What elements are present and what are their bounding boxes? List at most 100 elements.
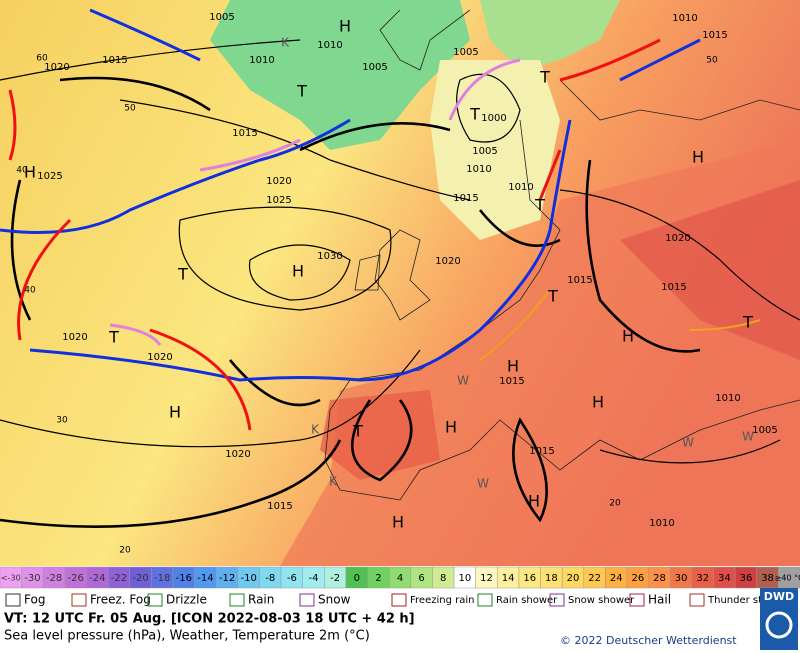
- isobar-label: 1010: [715, 393, 740, 404]
- pressure-system: H: [528, 492, 540, 511]
- temperature-label: 4: [397, 573, 403, 584]
- weather-icon: [549, 593, 565, 607]
- temperature-label: -10: [240, 573, 256, 584]
- temperature-label: 22: [588, 573, 601, 584]
- latitude-label: 40: [16, 166, 28, 176]
- temperature-label: 16: [523, 573, 536, 584]
- pressure-system: T: [539, 68, 550, 87]
- weather-icon: [5, 593, 21, 607]
- latitude-label: 50: [124, 104, 136, 114]
- pressure-system: K: [311, 423, 320, 437]
- temperature-label: -18: [154, 573, 170, 584]
- trough: [479, 289, 761, 361]
- temperature-label: -24: [89, 573, 105, 584]
- temperature-label: 26: [631, 573, 644, 584]
- isobar-label: 1010: [466, 164, 491, 175]
- temperature-label: -12: [219, 573, 235, 584]
- logo-icon: [765, 611, 793, 639]
- isobar-label: 1015: [702, 30, 727, 41]
- pressure-system: T: [547, 287, 558, 306]
- isobar-label: 1015: [102, 55, 127, 66]
- pressure-system: T: [742, 313, 753, 332]
- pressure-system: H: [339, 17, 351, 36]
- temperature-label: ≥40 °C: [775, 574, 800, 583]
- pressure-system: H: [622, 327, 634, 346]
- pressure-system: H: [445, 418, 457, 437]
- isobar: [248, 244, 351, 301]
- weather-icon: [229, 593, 245, 607]
- weather-label: Freezing rain: [410, 595, 474, 606]
- cold-area: [210, 0, 470, 150]
- pressure-system: H: [692, 148, 704, 167]
- temperature-label: -30: [24, 573, 40, 584]
- pressure-system: H: [292, 262, 304, 281]
- isobar-label: 1010: [317, 40, 342, 51]
- hot-area: [620, 180, 800, 360]
- isobar-label: 1020: [147, 352, 172, 363]
- temperature-label: -14: [197, 573, 213, 584]
- pressure-system: H: [392, 513, 404, 532]
- latitude-label: 30: [56, 416, 68, 426]
- pressure-system: T: [469, 105, 480, 124]
- temperature-label: 0: [354, 573, 360, 584]
- isobar-label: 1005: [362, 62, 387, 73]
- isobar-label: 1025: [37, 171, 62, 182]
- temperature-label: -28: [46, 573, 62, 584]
- latitude-label: 60: [36, 54, 48, 64]
- weather-icon: [147, 593, 163, 607]
- mild-area: [430, 60, 560, 240]
- latitude-label: 50: [706, 56, 718, 66]
- pressure-system: K: [329, 475, 338, 489]
- warm-front: [8, 38, 661, 431]
- temperature-label: -4: [309, 573, 319, 584]
- pressure-system: T: [534, 196, 545, 215]
- isobar-label: 1010: [672, 13, 697, 24]
- weather-icon: [299, 593, 315, 607]
- isobar-label: 1020: [266, 176, 291, 187]
- coastline: [324, 9, 800, 501]
- weather-label: Fog: [24, 593, 45, 607]
- weather-label: Rain shower: [496, 595, 558, 606]
- weather-icon: [689, 593, 705, 607]
- pressure-system: K: [281, 36, 290, 50]
- pressure-system: T: [352, 422, 363, 441]
- latitude-label: 40: [24, 286, 36, 296]
- cold-area: [480, 0, 620, 70]
- pressure-system: H: [592, 393, 604, 412]
- pressure-system: H: [507, 357, 519, 376]
- temperature-label: 10: [458, 573, 471, 584]
- isobar-label: 1015: [661, 282, 686, 293]
- isobar-label: 1015: [567, 275, 592, 286]
- temperature-label: 30: [675, 573, 688, 584]
- copyright: © 2022 Deutscher Wetterdienst: [560, 634, 737, 647]
- isobar: [456, 73, 521, 143]
- isobar-label: 1015: [232, 128, 257, 139]
- isobar-label: 1010: [508, 182, 533, 193]
- pressure-system: T: [108, 328, 119, 347]
- isobar-label: 1020: [665, 233, 690, 244]
- isobar-label: 1020: [44, 62, 69, 73]
- pressure-system: W: [682, 436, 694, 450]
- temperature-label: 38: [761, 573, 774, 584]
- temperature-label: 24: [610, 573, 623, 584]
- temperature-label: <-30: [1, 574, 21, 583]
- temperature-label: 6: [418, 573, 424, 584]
- weather-icon: [629, 593, 645, 607]
- isobar-label: 1020: [435, 256, 460, 267]
- valid-time: VT: 12 UTC Fr. 05 Aug. [ICON 2022-08-03 …: [4, 612, 415, 627]
- temperature-label: -16: [176, 573, 192, 584]
- pressure-system: T: [296, 82, 307, 101]
- weather-label: Freez. Fog: [90, 593, 151, 607]
- isobar: [178, 206, 392, 311]
- isobar-label: 1015: [499, 376, 524, 387]
- pressure-system: T: [177, 265, 188, 284]
- hot-area: [320, 390, 440, 480]
- occluded-front: [109, 58, 521, 346]
- pressure-system: H: [169, 403, 181, 422]
- isobar-label: 1005: [472, 146, 497, 157]
- isobar-bold: [0, 76, 701, 528]
- temperature-label: -8: [265, 573, 275, 584]
- temperature-label: 2: [375, 573, 381, 584]
- temperature-label: -6: [287, 573, 297, 584]
- weather-label: Hail: [648, 593, 671, 607]
